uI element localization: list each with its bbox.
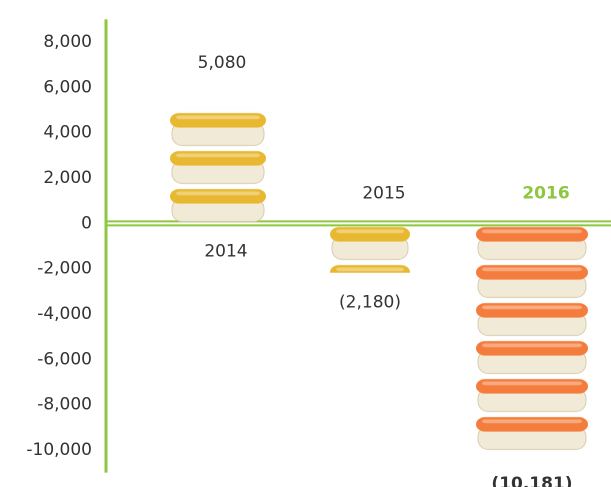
y-tick-label: 6,000	[43, 77, 92, 97]
bar	[476, 223, 588, 455]
value-label: (2,180)	[339, 293, 401, 313]
y-tick-label: -2,000	[37, 259, 92, 279]
y-tick-label: 0	[81, 213, 92, 233]
y-tick-label: -8,000	[37, 395, 92, 415]
bar	[330, 223, 410, 273]
category-label: 2015	[362, 183, 405, 203]
value-label: 5,080	[198, 53, 247, 73]
y-tick-label: -4,000	[37, 304, 92, 324]
bar	[170, 108, 266, 224]
value-label: (10,181)	[491, 474, 572, 487]
y-tick-label: -6,000	[37, 349, 92, 369]
y-tick-label: 8,000	[43, 32, 92, 52]
category-label: 2016	[522, 183, 569, 203]
y-tick-label: 4,000	[43, 123, 92, 143]
category-label: 2014	[204, 241, 247, 261]
y-tick-label: 2,000	[43, 168, 92, 188]
y-tick-label: -10,000	[26, 440, 92, 460]
